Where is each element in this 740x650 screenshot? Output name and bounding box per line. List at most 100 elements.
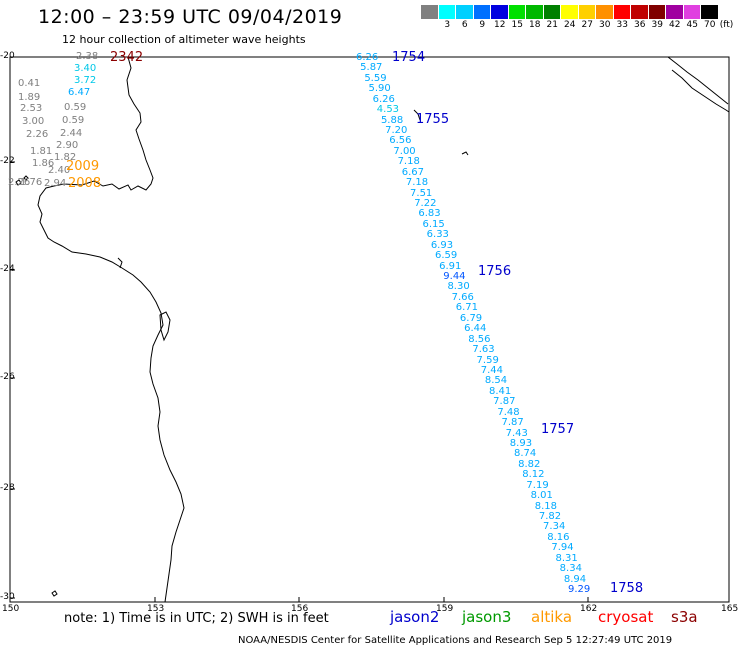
satellite-legend-item: jason2 — [390, 608, 440, 626]
colorbar-swatch — [473, 5, 491, 19]
wave-height-value: 7.66 — [451, 291, 474, 303]
colorbar-tick-label: 39 — [651, 20, 663, 30]
colorbar-swatch — [631, 5, 649, 19]
wave-height-value: 6.83 — [418, 208, 441, 220]
wave-height-value: 9.44 — [443, 271, 466, 283]
wave-height-value: 6.44 — [464, 323, 487, 335]
colorbar-tick-label: 27 — [581, 20, 593, 30]
time-label: 2008 — [68, 176, 102, 191]
wave-height-value: 5.87 — [360, 62, 383, 74]
wave-height-value: 7.18 — [397, 156, 420, 168]
wave-height-value: 6.67 — [401, 166, 424, 178]
wave-height-value: 6.56 — [389, 135, 412, 147]
wave-height-value: 2.26 — [8, 177, 31, 188]
colorbar-tick-label: 3 — [444, 20, 451, 30]
longitude-label: 162 — [580, 604, 598, 614]
wave-height-value: 8.16 — [547, 531, 570, 543]
latitude-label: -26 — [0, 372, 15, 382]
wave-height-value: 7.59 — [476, 354, 499, 366]
wave-height-value: 2.90 — [56, 140, 79, 151]
wave-height-value: 2.53 — [20, 103, 43, 114]
wave-height-value: 0.59 — [62, 115, 85, 126]
colorbar-swatch — [543, 5, 561, 19]
colorbar-swatch — [561, 5, 579, 19]
time-label: 2009 — [66, 159, 100, 174]
small-island — [51, 590, 58, 597]
colorbar-tick-label: 15 — [511, 20, 523, 30]
wave-height-value: 8.94 — [563, 573, 587, 585]
wave-height-value: 6.59 — [434, 250, 458, 262]
satellite-legend-item: s3a — [671, 608, 698, 626]
new-caledonia — [667, 56, 730, 113]
wave-height-value: 2.94 — [44, 178, 67, 189]
footer-note: note: 1) Time is in UTC; 2) SWH is in fe… — [64, 611, 329, 626]
colorbar-swatch — [421, 5, 439, 19]
wave-height-value: 8.31 — [555, 552, 578, 564]
colorbar-swatch — [683, 5, 701, 19]
satellite-legend-item: cryosat — [598, 608, 654, 626]
colorbar-swatch — [648, 5, 666, 19]
longitude-label: 150 — [2, 604, 20, 614]
colorbar-tick-label: 42 — [669, 20, 681, 30]
colorbar-tick-label: 9 — [479, 20, 486, 30]
wave-height-value: 8.82 — [518, 458, 541, 470]
colorbar-swatch — [701, 5, 719, 19]
colorbar-swatch — [666, 5, 684, 19]
wave-height-value: 6.26 — [372, 93, 395, 105]
colorbar-tick-label: 21 — [546, 20, 558, 30]
colorbar-swatch — [526, 5, 544, 19]
colorbar-swatch — [438, 5, 456, 19]
wave-height-value: 6.15 — [422, 218, 445, 230]
wave-height-value: 8.12 — [522, 469, 545, 481]
colorbar-tick-label: 70 — [704, 20, 716, 30]
map-frame — [9, 56, 730, 603]
wave-height-value: 1.86 — [32, 158, 55, 169]
wave-height-value: 8.41 — [489, 385, 512, 397]
wave-height-value: 7.20 — [385, 125, 408, 137]
wave-height-value: 3.40 — [74, 63, 97, 74]
wave-height-value: 7.51 — [410, 187, 433, 199]
wave-height-value: 7.43 — [505, 427, 528, 439]
wave-height-value: 1.76 — [20, 177, 43, 188]
axis-ticks — [9, 56, 730, 602]
wave-height-value: 8.30 — [447, 281, 470, 293]
wave-height-value: 7.22 — [414, 198, 437, 210]
wave-height-value: 7.94 — [551, 542, 574, 554]
longitude-label: 159 — [436, 604, 454, 614]
wave-height-value: 8.93 — [509, 437, 533, 449]
latitude-label: -28 — [0, 483, 15, 493]
wave-height-value: 2.38 — [76, 51, 99, 62]
wave-height-value: 4.53 — [376, 104, 400, 116]
wave-height-value: 8.01 — [530, 490, 553, 502]
wave-height-value: 5.59 — [364, 72, 387, 84]
chesterfield-reef — [413, 109, 469, 156]
wave-height-value: 2.44 — [60, 128, 83, 139]
wave-height-colorbar: 3 6 9 12 15 18 21 24 27 30 33 36 39 42 45 70 (ft) — [421, 5, 740, 31]
colorbar-swatch — [613, 5, 631, 19]
time-label: 1757 — [541, 422, 575, 437]
colorbar-tick-label: 6 — [461, 20, 468, 30]
wave-height-value: 9.29 — [568, 584, 591, 595]
wave-height-value: 0.41 — [18, 78, 41, 89]
colorbar-swatch — [596, 5, 614, 19]
wave-height-value: 8.54 — [484, 375, 508, 387]
wave-height-value: 8.56 — [468, 333, 491, 345]
wave-height-value: 3.00 — [22, 116, 45, 127]
wave-height-value: 2.40 — [48, 165, 71, 176]
colorbar-swatch — [456, 5, 474, 19]
wave-height-value: 8.34 — [559, 563, 582, 575]
wave-height-value: 1.81 — [30, 146, 53, 157]
colorbar-tick-label: 33 — [616, 20, 628, 30]
colorbar-tick-label: 24 — [564, 20, 576, 30]
wave-height-value: 2.26 — [26, 129, 49, 140]
colorbar-tick-label: 30 — [599, 20, 611, 30]
cape-coast-fragment — [117, 257, 123, 269]
wave-height-value: 7.19 — [526, 479, 549, 491]
wave-height-value: 8.18 — [534, 500, 557, 512]
colorbar-tick-label: 12 — [494, 20, 506, 30]
whitsunday-islands — [15, 175, 29, 186]
wave-height-value: 6.71 — [455, 302, 479, 314]
wave-height-value: 7.00 — [393, 145, 416, 157]
wave-height-value: 5.88 — [380, 114, 404, 126]
